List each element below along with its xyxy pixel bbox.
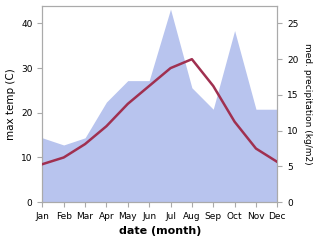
Y-axis label: med. precipitation (kg/m2): med. precipitation (kg/m2) bbox=[303, 43, 313, 165]
X-axis label: date (month): date (month) bbox=[119, 227, 201, 236]
Y-axis label: max temp (C): max temp (C) bbox=[5, 68, 16, 140]
